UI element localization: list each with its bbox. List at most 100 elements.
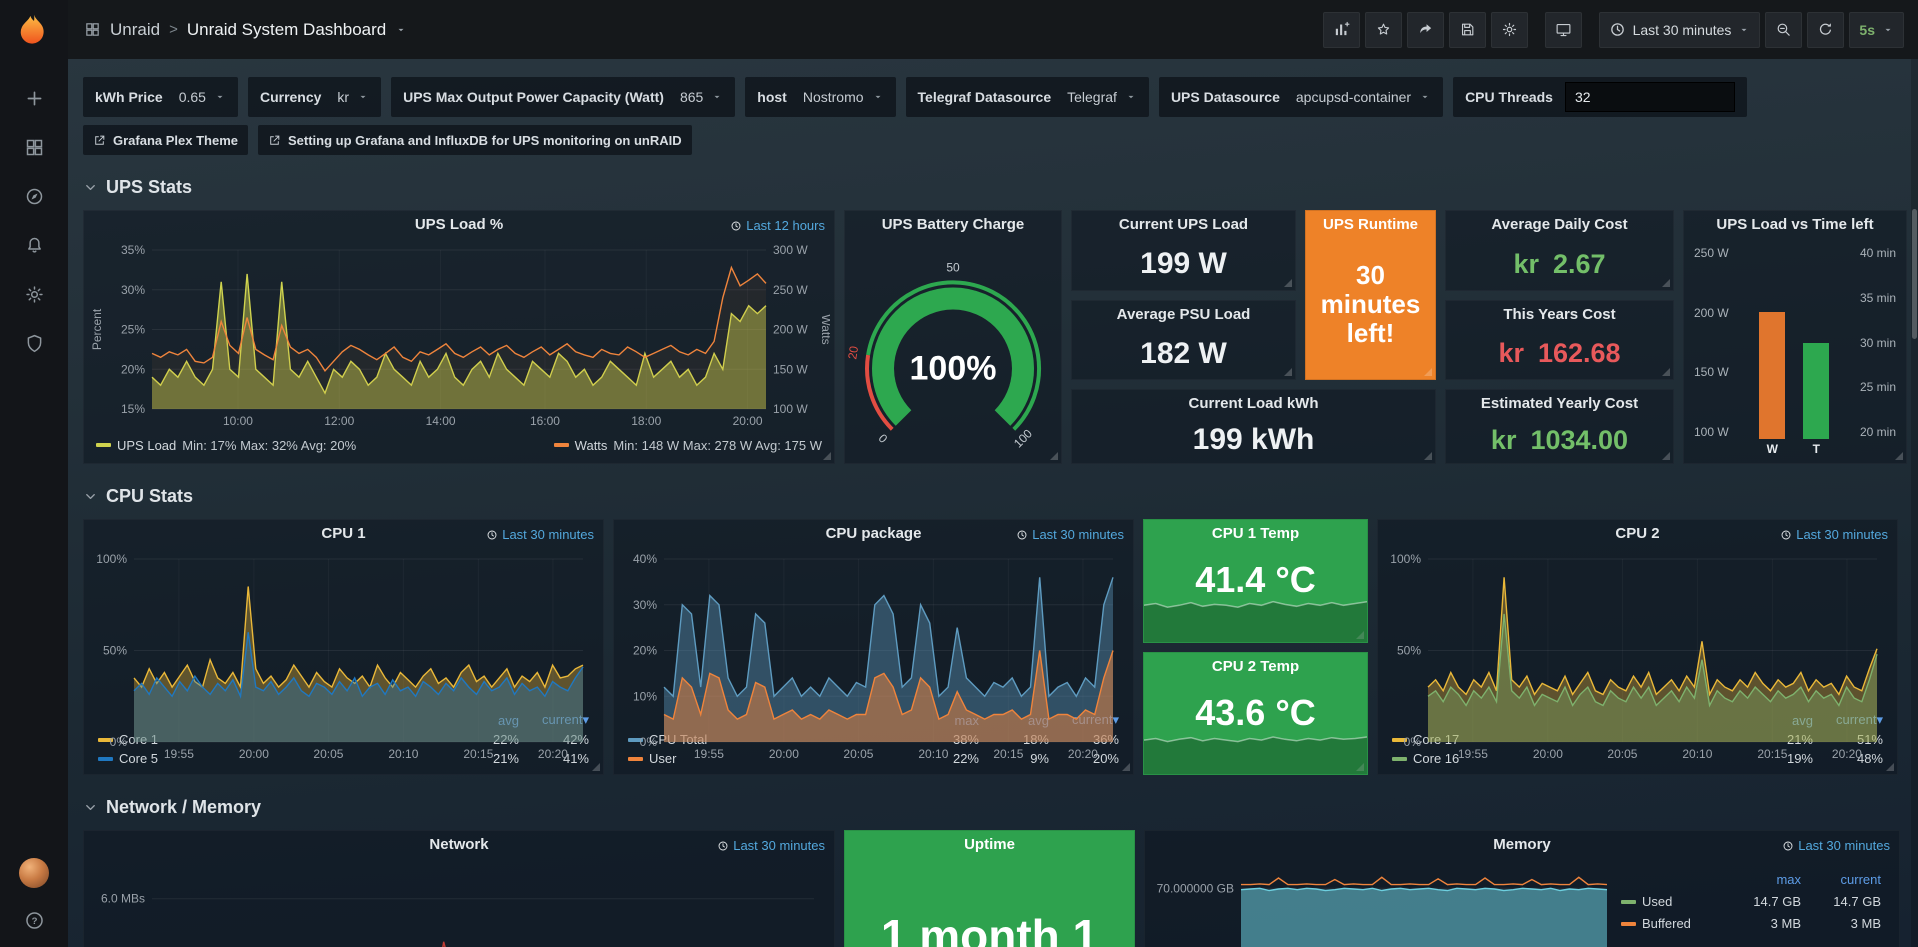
scrollbar-thumb[interactable]	[1912, 209, 1917, 339]
panel-title[interactable]: Average PSU Load	[1116, 306, 1251, 323]
panel-title[interactable]: CPU 1 Temp	[1211, 525, 1300, 542]
breadcrumb-dashboard-title[interactable]: Unraid System Dashboard	[186, 19, 387, 39]
panel-title[interactable]: UPS Load vs Time left	[1716, 216, 1874, 233]
grafana-logo[interactable]	[16, 12, 52, 48]
legend-sort-header[interactable]: avg	[498, 712, 519, 728]
legend-series[interactable]: User	[628, 751, 909, 766]
variable-ups-max-output[interactable]: UPS Max Output Power Capacity (Watt) 865	[391, 77, 736, 117]
network-chart[interactable]: 2.0 MBs4.0 MBs6.0 MBs	[88, 860, 830, 947]
stat-value: 182 W	[1140, 336, 1227, 370]
link-ups-monitoring-guide[interactable]: Setting up Grafana and InfluxDB for UPS …	[258, 125, 692, 155]
section-network-memory[interactable]: Network / Memory	[83, 797, 1908, 818]
legend-series[interactable]: Core 17	[1392, 732, 1743, 747]
sidebar-item-profile[interactable]	[19, 858, 49, 888]
sidebar-item-explore[interactable]	[24, 186, 45, 207]
svg-text:14:00: 14:00	[426, 414, 456, 428]
save-button[interactable]	[1448, 11, 1486, 48]
panel-title[interactable]: CPU 2 Temp	[1211, 658, 1300, 675]
refresh-button[interactable]	[1807, 11, 1845, 48]
svg-text:10:00: 10:00	[223, 414, 253, 428]
tv-mode-button[interactable]	[1544, 11, 1582, 48]
svg-text:70.000000 GB: 70.000000 GB	[1157, 881, 1234, 895]
panel-title-ups-load[interactable]: UPS Load % Last 12 hours	[414, 216, 825, 233]
sidebar-item-dashboards[interactable]	[24, 137, 45, 158]
section-ups-stats[interactable]: UPS Stats	[83, 177, 1908, 198]
legend-sort-header[interactable]: current	[1840, 872, 1881, 887]
panel-title[interactable]: This Years Cost	[1503, 306, 1616, 323]
cpu-package-chart[interactable]: 0% 10% 20% 30% 40% 19:55 20:00 20:05 20:10 20:15 2…	[618, 549, 1129, 761]
legend-value: 14.7 GB	[1833, 894, 1881, 909]
monitor-icon	[1555, 21, 1572, 38]
memory-chart[interactable]: 50.000000 GB60.000000 GB70.000000 GB	[1149, 860, 1617, 947]
add-panel-button[interactable]	[1322, 11, 1360, 48]
panel-title-battery[interactable]: UPS Battery Charge	[881, 216, 1025, 233]
sidebar-item-server-admin[interactable]	[24, 333, 45, 354]
battery-gauge[interactable]: 0 20 50 100 100%	[845, 238, 1061, 463]
svg-text:100%: 100%	[96, 552, 127, 566]
panel-this-years-cost: This Years Cost kr 162.68	[1445, 300, 1674, 380]
link-grafana-plex-theme[interactable]: Grafana Plex Theme	[83, 125, 248, 155]
legend-series[interactable]: Core 16	[1392, 751, 1743, 766]
cpu2-chart[interactable]: 0% 50% 100% 19:55 20:00 20:05 20:10 20:15 20:20	[1382, 549, 1893, 761]
section-cpu-stats[interactable]: CPU Stats	[83, 486, 1908, 507]
sidebar-item-configuration[interactable]	[24, 284, 45, 305]
breadcrumb-app[interactable]: Unraid	[110, 19, 161, 39]
template-variables-row: kWh Price 0.65 Currency kr UPS Max Outpu…	[83, 77, 1908, 117]
legend-series[interactable]: Core 5	[98, 751, 449, 766]
time-range-button[interactable]: Last 30 minutes	[1598, 11, 1761, 48]
cpu-threads-input[interactable]	[1564, 82, 1735, 112]
panel-title[interactable]: CPU package Last 30 minutes	[825, 525, 1124, 542]
legend-value: 14.7 GB	[1753, 894, 1801, 909]
star-button[interactable]	[1364, 11, 1402, 48]
apps-grid-icon[interactable]	[84, 21, 101, 38]
legend-series[interactable]: Buffered	[1621, 916, 1721, 931]
panel-title[interactable]: Current Load kWh	[1188, 395, 1319, 412]
variable-kwh-price[interactable]: kWh Price 0.65	[83, 77, 238, 117]
clock-icon	[1016, 529, 1028, 541]
panel-title[interactable]: Estimated Yearly Cost	[1480, 395, 1639, 412]
ups-load-time-bargauge[interactable]: 250 W 200 W 150 W 100 W W T 40 min 35 min 30 min…	[1694, 246, 1896, 456]
variable-ups-datasource[interactable]: UPS Datasource apcupsd-container	[1158, 77, 1444, 117]
legend-item[interactable]: Watts Min: 148 W Max: 278 W Avg: 175 W	[553, 438, 822, 453]
legend-value: 41%	[562, 751, 589, 766]
svg-text:16:00: 16:00	[530, 414, 560, 428]
legend-series[interactable]: Core 1	[98, 732, 449, 747]
sidebar-item-help[interactable]	[24, 910, 45, 931]
svg-text:100%: 100%	[910, 350, 997, 388]
panel-title[interactable]: Average Daily Cost	[1491, 216, 1628, 233]
share-button[interactable]	[1406, 11, 1444, 48]
panel-title[interactable]: Current UPS Load	[1118, 216, 1249, 233]
cpu1-chart[interactable]: 0% 50% 100% 19:55 20:00 20:05 20:10 20:15 20:20	[88, 549, 599, 761]
legend-item[interactable]: UPS Load Min: 17% Max: 32% Avg: 20%	[96, 438, 356, 453]
chevron-down-icon[interactable]	[395, 24, 407, 36]
legend-series[interactable]: Used	[1621, 894, 1721, 909]
caret-down-icon	[872, 91, 884, 103]
panel-title[interactable]: CPU 1 Last 30 minutes	[321, 525, 594, 542]
variable-currency[interactable]: Currency kr	[247, 77, 382, 117]
panel-title[interactable]: Network Last 30 minutes	[429, 836, 825, 853]
stat-value: 1 month 1	[880, 909, 1099, 947]
ups-load-chart[interactable]: 15% 20% 25% 30% 35% 100 W 150 W 200 W 250 W 300 W…	[88, 240, 833, 431]
panel-title[interactable]: CPU 2 Last 30 minutes	[1615, 525, 1888, 542]
svg-text:50%: 50%	[1397, 644, 1421, 658]
zoom-out-button[interactable]	[1765, 11, 1803, 48]
panel-cpu2-temp: CPU 2 Temp 43.6 °C	[1143, 652, 1368, 775]
panel-title[interactable]: Uptime	[964, 836, 1015, 853]
svg-text:50%: 50%	[103, 644, 127, 658]
ups-stats-row: UPS Load % Last 12 hours 15% 20% 25% 30% 35%…	[83, 210, 1908, 464]
legend-sort-header[interactable]: current▾	[1836, 712, 1883, 727]
legend-sort-header[interactable]: current▾	[542, 712, 589, 727]
dashboard-settings-button[interactable]	[1490, 11, 1528, 48]
legend-value: 21%	[1786, 732, 1813, 747]
sidebar-item-alerting[interactable]	[24, 235, 45, 256]
panel-title[interactable]: Memory Last 30 minutes	[1493, 836, 1890, 853]
legend-sort-header[interactable]: max	[1776, 872, 1801, 887]
variable-telegraf-datasource[interactable]: Telegraf Datasource Telegraf	[905, 77, 1149, 117]
sidebar-item-create[interactable]	[24, 88, 45, 109]
panel-cpu-2: CPU 2 Last 30 minutes 0% 50% 100% 19:55 20:0…	[1377, 519, 1898, 775]
panel-title[interactable]: UPS Runtime	[1322, 216, 1418, 233]
refresh-interval-button[interactable]: 5s	[1849, 11, 1904, 48]
scrollbar[interactable]	[1911, 59, 1918, 947]
legend-sort-header[interactable]: avg	[1792, 712, 1813, 728]
variable-host[interactable]: host Nostromo	[745, 77, 896, 117]
